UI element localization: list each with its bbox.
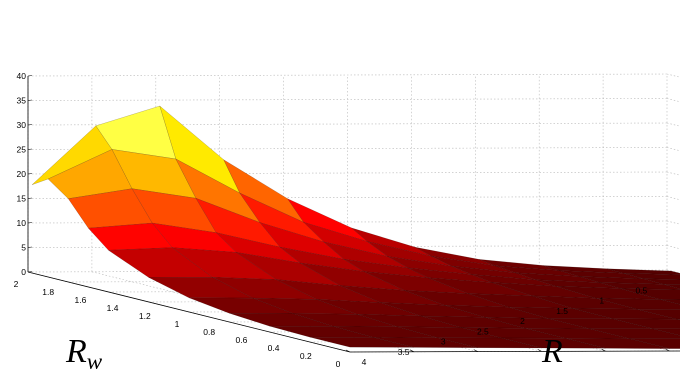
wall-grid-line [666,98,680,103]
surface-face [676,318,680,321]
z-tick-label: 30 [17,120,27,130]
surface-face [663,284,680,289]
y-tick-mark [537,349,542,352]
wall-grid-line [666,122,680,127]
z-tick-mark [27,271,33,273]
axis-line [27,271,351,353]
y-tick-mark [665,348,670,352]
surface-face [659,299,680,305]
z-tick-mark [27,75,33,77]
z-tick-mark [27,124,33,126]
y-tick-label: 1.4 [107,303,119,313]
x-tick-label: 3.5 [398,347,410,357]
surface-mesh [31,105,680,349]
z-tick-label: 10 [17,218,27,228]
y-tick-label: 2 [14,279,19,289]
x-axis-label: R [541,333,563,370]
surface-face [652,328,680,336]
y-tick-mark [601,348,606,352]
x-tick-label: 3 [441,337,446,347]
z-tick-mark [27,222,33,224]
z-tick-mark [27,99,33,101]
y-tick-label: 0.2 [300,351,312,361]
x-tick-label: 2 [520,316,525,326]
y-tick-label: 1 [175,319,180,329]
z-tick-label: 0 [21,267,26,277]
x-tick-label: 1.5 [556,306,568,316]
surface-face [629,338,680,349]
y-tick-mark [345,349,351,353]
x-tick-label: 1 [599,296,604,306]
z-tick-label: 15 [17,194,27,204]
y-tick-label: 1.6 [74,295,86,305]
y-tick-mark [473,349,478,352]
tick-labels: 0 5 10 15 20 25 30 35 40 0 0.2 0.4 0.6 0.8 1 1.2 1.4 1.6 1… [14,71,670,369]
z-tick-label: 35 [17,96,27,106]
y-tick-label: 0 [336,359,341,369]
z-tick-label: 20 [17,169,27,179]
y-tick-mark [409,349,415,353]
z-tick-mark [27,148,33,150]
wall-grid-line [666,196,680,201]
z-tick-label: 5 [21,243,26,253]
x-tick-label: 4 [362,357,367,367]
wall-grid-line [666,73,680,78]
axis-labels: Rw R [65,333,563,370]
wall-grid-line [666,147,680,152]
z-tick-label: 40 [17,71,27,81]
y-tick-label: 1.2 [139,311,151,321]
wall-grid-line [27,98,668,101]
wall-grid-line [27,73,668,77]
z-tick-mark [27,197,33,199]
wall-grid-line [666,171,680,176]
y-tick-label: 0.8 [203,327,215,337]
z-tick-mark [27,246,33,248]
y-tick-label: 1.8 [42,287,54,297]
y-tick-label: 0.6 [235,335,247,345]
z-tick-mark [27,173,33,175]
x-tick-label: 2.5 [477,326,489,336]
y-tick-label: 0.4 [268,343,280,353]
y-axis-label: Rw [65,333,103,370]
z-tick-label: 25 [17,145,27,155]
x-tick-label: 0.5 [635,285,647,295]
